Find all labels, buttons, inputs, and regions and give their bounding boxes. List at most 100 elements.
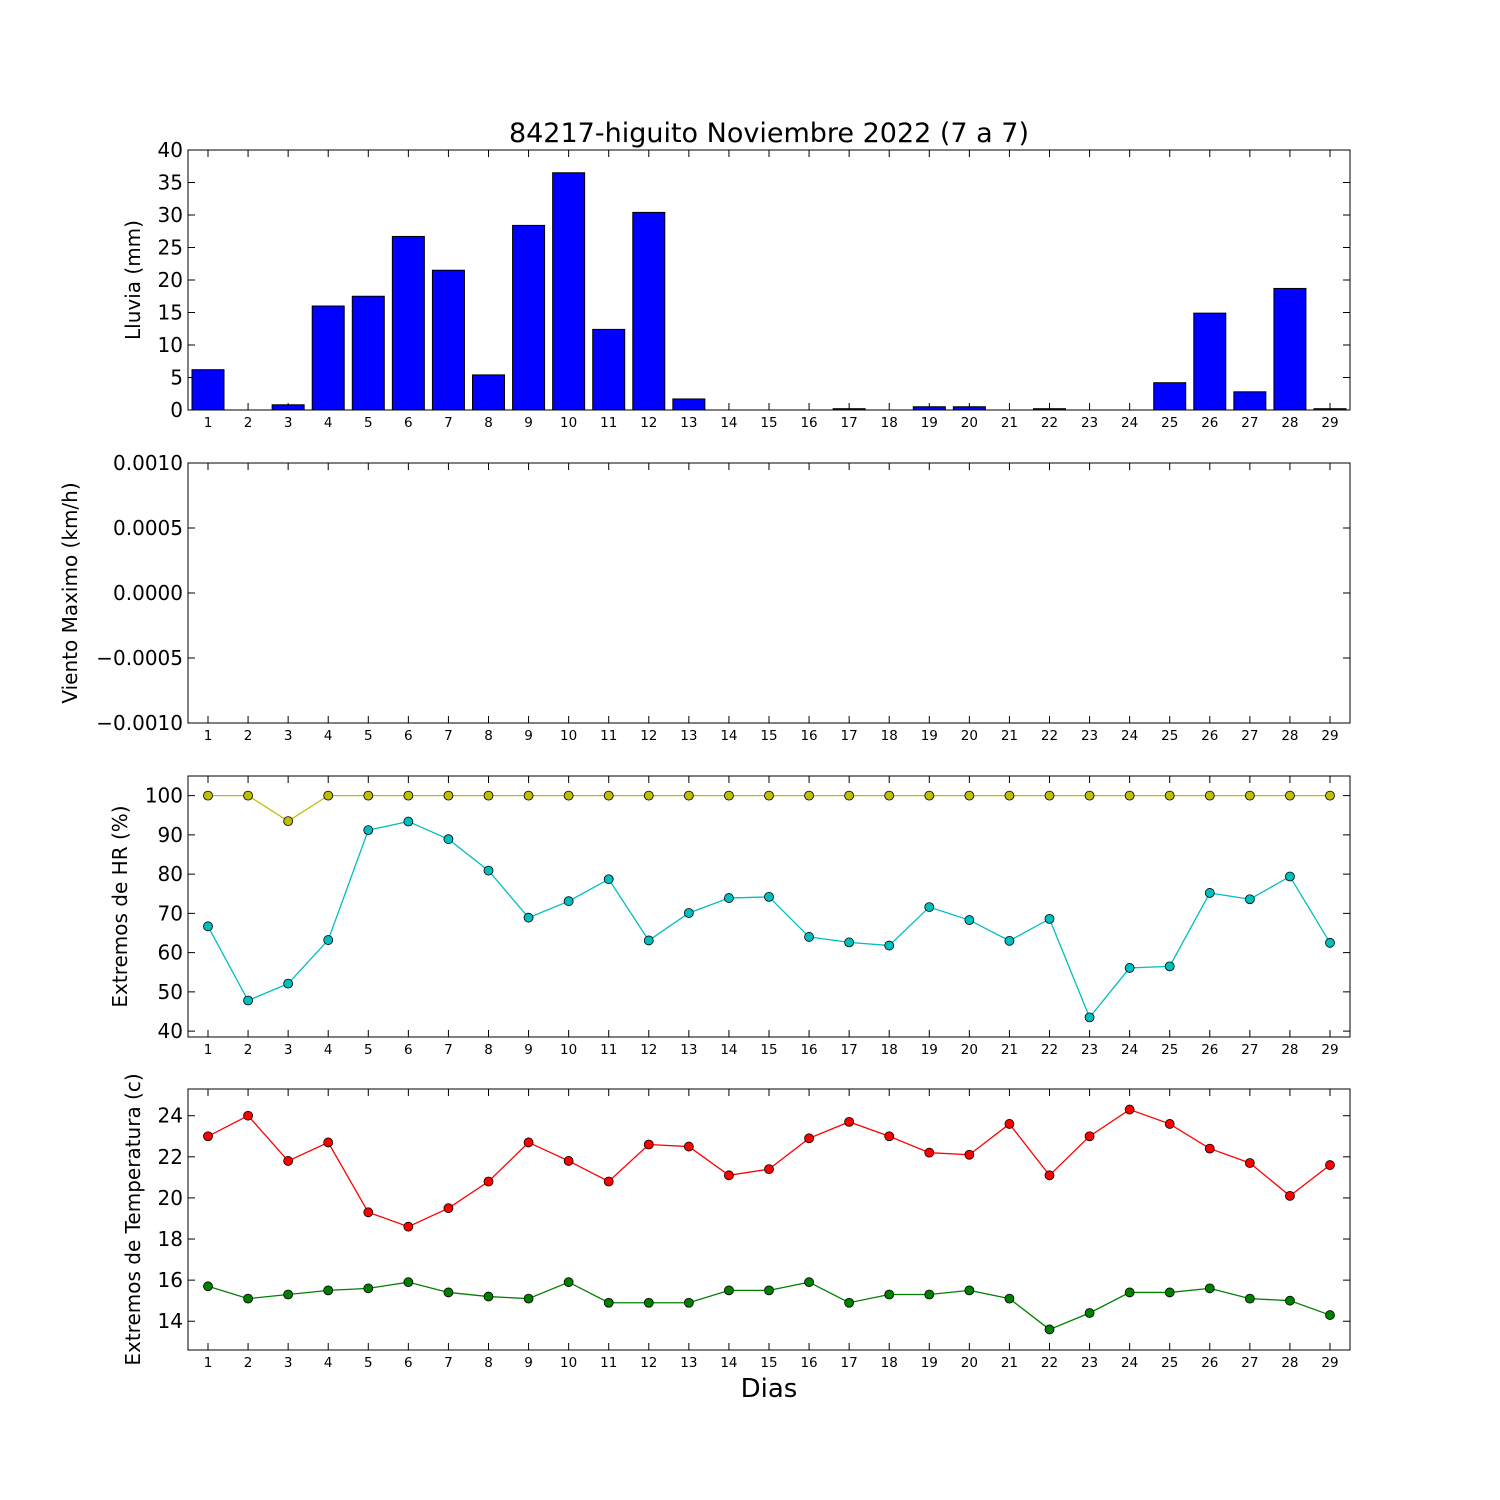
x-tick-label: 21	[1001, 1042, 1018, 1058]
x-tick-label: 1	[204, 1355, 213, 1371]
x-tick-label: 18	[881, 1042, 898, 1058]
x-tick-label: 18	[881, 1355, 898, 1371]
x-tick-label: 26	[1201, 728, 1218, 744]
data-point	[1285, 790, 1295, 801]
data-point	[1325, 1160, 1335, 1170]
data-point	[884, 1289, 895, 1300]
bar	[1193, 312, 1227, 411]
y-tick-label: 25	[158, 236, 183, 260]
x-tick-label: 10	[560, 1042, 577, 1058]
x-tick-label: 27	[1241, 1355, 1258, 1371]
x-tick-label: 9	[524, 728, 533, 744]
x-tick-label: 15	[760, 728, 777, 744]
x-tick-label: 15	[760, 1355, 777, 1371]
data-point	[1244, 1293, 1255, 1304]
x-tick-label: 14	[720, 415, 737, 431]
x-tick-label: 14	[720, 728, 737, 744]
data-point	[443, 1203, 454, 1214]
x-axis-label: Dias	[741, 1374, 798, 1404]
x-tick-label: 5	[364, 1355, 373, 1371]
data-point	[1044, 913, 1055, 924]
x-tick-label: 26	[1201, 1355, 1218, 1371]
data-point	[924, 790, 935, 801]
y-tick-label: 0.0010	[113, 451, 183, 475]
x-tick-label: 19	[921, 415, 938, 431]
data-point	[683, 1141, 694, 1152]
y-tick-label: 0	[170, 398, 183, 422]
data-point	[884, 940, 895, 951]
bar	[311, 305, 345, 411]
data-point	[844, 1116, 855, 1127]
bar	[832, 408, 866, 411]
data-point	[283, 1156, 294, 1166]
data-point	[363, 1283, 374, 1294]
x-tick-label: 11	[600, 1042, 617, 1058]
data-point	[844, 790, 855, 801]
x-tick-label: 1	[204, 415, 213, 431]
y-tick-label: 35	[158, 171, 183, 195]
data-point	[683, 790, 694, 801]
x-tick-label: 18	[881, 728, 898, 744]
x-tick-label: 6	[404, 415, 413, 431]
data-point	[243, 995, 253, 1006]
x-tick-label: 23	[1081, 728, 1098, 744]
y-tick-label: 100	[145, 784, 183, 808]
x-tick-label: 7	[444, 728, 453, 744]
data-point	[964, 915, 975, 925]
data-point	[643, 935, 654, 946]
x-tick-label: 26	[1201, 415, 1218, 431]
data-point	[804, 1277, 814, 1288]
x-tick-label: 8	[484, 728, 493, 744]
bar	[271, 404, 305, 411]
data-point	[523, 1293, 534, 1304]
y-axis-label: Lluvia (mm)	[121, 220, 145, 340]
x-tick-label: 18	[881, 415, 898, 431]
bar	[431, 269, 465, 411]
x-tick-label: 25	[1161, 415, 1178, 431]
x-tick-label: 16	[800, 415, 817, 431]
bar	[472, 374, 505, 411]
data-point	[643, 1139, 654, 1150]
x-tick-label: 6	[404, 1355, 413, 1371]
y-tick-label: −0.0010	[96, 711, 183, 735]
data-point	[804, 932, 814, 942]
y-axis-label: Extremos de Temperatura (c)	[121, 1073, 145, 1365]
x-tick-label: 28	[1281, 1355, 1298, 1371]
data-point	[1285, 871, 1295, 882]
bar	[952, 406, 986, 411]
data-point	[1044, 1170, 1055, 1181]
data-point	[563, 896, 574, 907]
x-tick-label: 8	[484, 1042, 493, 1058]
data-point	[884, 1131, 895, 1142]
data-point	[443, 834, 454, 845]
y-tick-label: 20	[158, 268, 183, 292]
x-tick-label: 29	[1321, 415, 1338, 431]
x-tick-label: 21	[1001, 415, 1018, 431]
y-tick-label: 20	[158, 1186, 183, 1210]
data-point	[1164, 1119, 1175, 1129]
data-point	[683, 908, 694, 918]
data-point	[483, 1291, 494, 1302]
x-tick-label: 24	[1121, 1042, 1138, 1058]
bar	[1313, 408, 1347, 411]
data-point	[203, 790, 213, 801]
y-axis-label: Viento Maximo (km/h)	[58, 482, 82, 703]
data-point	[523, 790, 534, 801]
x-tick-label: 28	[1281, 1042, 1298, 1058]
data-point	[1044, 790, 1055, 801]
y-axis-label: Extremos de HR (%)	[108, 805, 132, 1007]
x-tick-label: 12	[640, 415, 657, 431]
x-tick-label: 24	[1121, 415, 1138, 431]
x-tick-label: 7	[444, 1042, 453, 1058]
y-tick-label: 0.0000	[113, 581, 183, 605]
data-point	[1084, 790, 1095, 801]
data-point	[1044, 1324, 1055, 1335]
data-point	[1084, 1012, 1095, 1023]
x-tick-label: 13	[680, 728, 697, 744]
y-tick-label: 70	[158, 901, 183, 925]
data-point	[443, 790, 454, 801]
x-tick-label: 8	[484, 415, 493, 431]
data-point	[1164, 961, 1175, 972]
